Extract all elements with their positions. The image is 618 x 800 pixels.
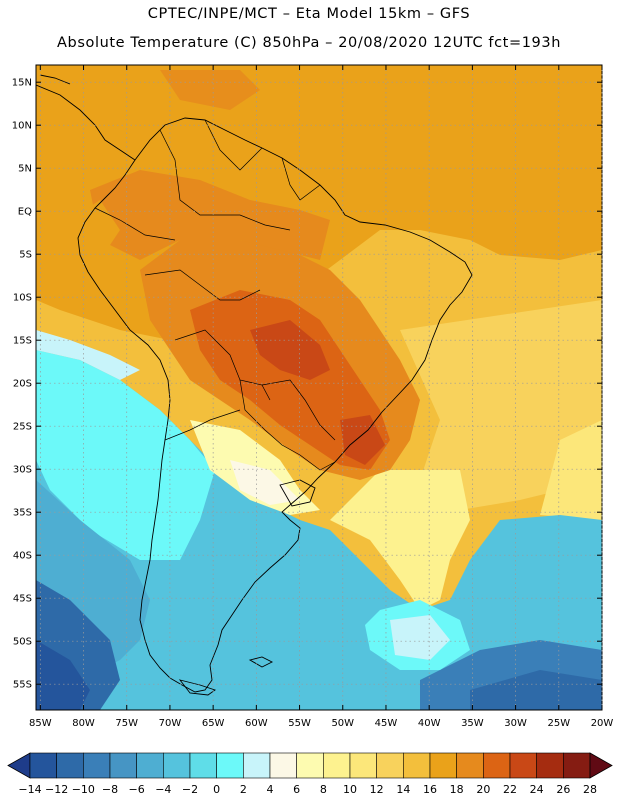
colorbar-box	[323, 752, 351, 779]
latitude-labels: 15N 10N 5N EQ 5S 10S 15S 20S 25S 30S 35S 40S 45S 50S 5…	[12, 78, 32, 691]
lon-label: 75W	[115, 718, 138, 729]
colorbar-label: 14	[396, 783, 410, 796]
colorbar-box	[483, 752, 511, 779]
colorbar-label: 0	[213, 783, 220, 796]
lat-label: 5S	[19, 250, 32, 261]
lat-label: 10N	[12, 121, 32, 132]
lat-label: EQ	[18, 207, 32, 218]
longitude-labels: 85W 80W 75W 70W 65W 60W 55W 50W 45W 40W 35W 30W 25W 2…	[29, 718, 613, 729]
lon-label: 35W	[461, 718, 484, 729]
colorbar-box	[243, 752, 271, 779]
lat-label: 20S	[13, 379, 32, 390]
country-borders	[94, 119, 336, 471]
lat-label: 10S	[13, 293, 32, 304]
lon-label: 20W	[591, 718, 614, 729]
colorbar-label: −8	[102, 783, 118, 796]
colorbar-label: 4	[267, 783, 274, 796]
temperature-field	[36, 65, 602, 710]
colorbar	[7, 752, 613, 779]
colorbar-box	[296, 752, 324, 779]
colorbar-min-arrow	[7, 752, 31, 779]
colorbar-max-arrow	[589, 752, 613, 779]
colorbar-box	[216, 752, 244, 779]
colorbar-label: −12	[45, 783, 68, 796]
colorbar-labels: −14 −12 −10 −8 −6 −4 −2 0 2 4 6 8 10 12 14 16 18 20 22 24 26…	[18, 783, 597, 796]
lon-label: 45W	[375, 718, 398, 729]
colorbar-box	[563, 752, 591, 779]
colorbar-box	[29, 752, 57, 779]
lat-label: 35S	[13, 508, 32, 519]
lat-label: 30S	[13, 465, 32, 476]
lon-label: 50W	[331, 718, 354, 729]
colorbar-label: 8	[320, 783, 327, 796]
colorbar-box	[403, 752, 431, 779]
colorbar-box	[509, 752, 537, 779]
colorbar-box	[376, 752, 404, 779]
lon-label: 40W	[418, 718, 441, 729]
lon-label: 80W	[72, 718, 95, 729]
colorbar-box	[163, 752, 191, 779]
colorbar-box	[429, 752, 457, 779]
lon-label: 85W	[29, 718, 52, 729]
colorbar-label: 26	[556, 783, 570, 796]
colorbar-box	[83, 752, 111, 779]
colorbar-label: −2	[182, 783, 198, 796]
colorbar-label: −10	[72, 783, 95, 796]
colorbar-box	[136, 752, 164, 779]
colorbar-label: −14	[18, 783, 41, 796]
colorbar-box	[56, 752, 84, 779]
lon-label: 30W	[504, 718, 527, 729]
lat-label: 5N	[18, 164, 32, 175]
lon-label: 25W	[547, 718, 570, 729]
lat-label: 45S	[13, 594, 32, 605]
chart-subtitle: Absolute Temperature (C) 850hPa – 20/08/…	[57, 35, 561, 51]
colorbar-box	[269, 752, 297, 779]
lat-label: 25S	[13, 422, 32, 433]
colorbar-label: 10	[343, 783, 357, 796]
lat-label: 15S	[13, 336, 32, 347]
colorbar-label: 2	[240, 783, 247, 796]
colorbar-label: 22	[503, 783, 517, 796]
colorbar-label: 16	[423, 783, 437, 796]
lon-label: 65W	[202, 718, 225, 729]
colorbar-label: 12	[370, 783, 384, 796]
colorbar-box	[536, 752, 564, 779]
colorbar-label: −4	[155, 783, 171, 796]
colorbar-label: −6	[129, 783, 145, 796]
lon-label: 55W	[288, 718, 311, 729]
colorbar-box	[189, 752, 217, 779]
colorbar-label: 28	[583, 783, 597, 796]
lat-label: 15N	[12, 78, 32, 89]
colorbar-label: 18	[450, 783, 464, 796]
colorbar-label: 24	[530, 783, 544, 796]
lon-label: 70W	[159, 718, 182, 729]
axis-ticks	[36, 65, 603, 710]
lon-label: 60W	[245, 718, 268, 729]
lat-label: 40S	[13, 551, 32, 562]
colorbar-box	[349, 752, 377, 779]
colorbar-box	[109, 752, 137, 779]
chart-title: CPTEC/INPE/MCT – Eta Model 15km – GFS	[147, 6, 471, 22]
lat-label: 55S	[13, 680, 32, 691]
colorbar-box	[456, 752, 484, 779]
colorbar-label: 6	[293, 783, 300, 796]
colorbar-label: 20	[476, 783, 490, 796]
map-frame	[35, 64, 603, 711]
lat-label: 50S	[13, 637, 32, 648]
